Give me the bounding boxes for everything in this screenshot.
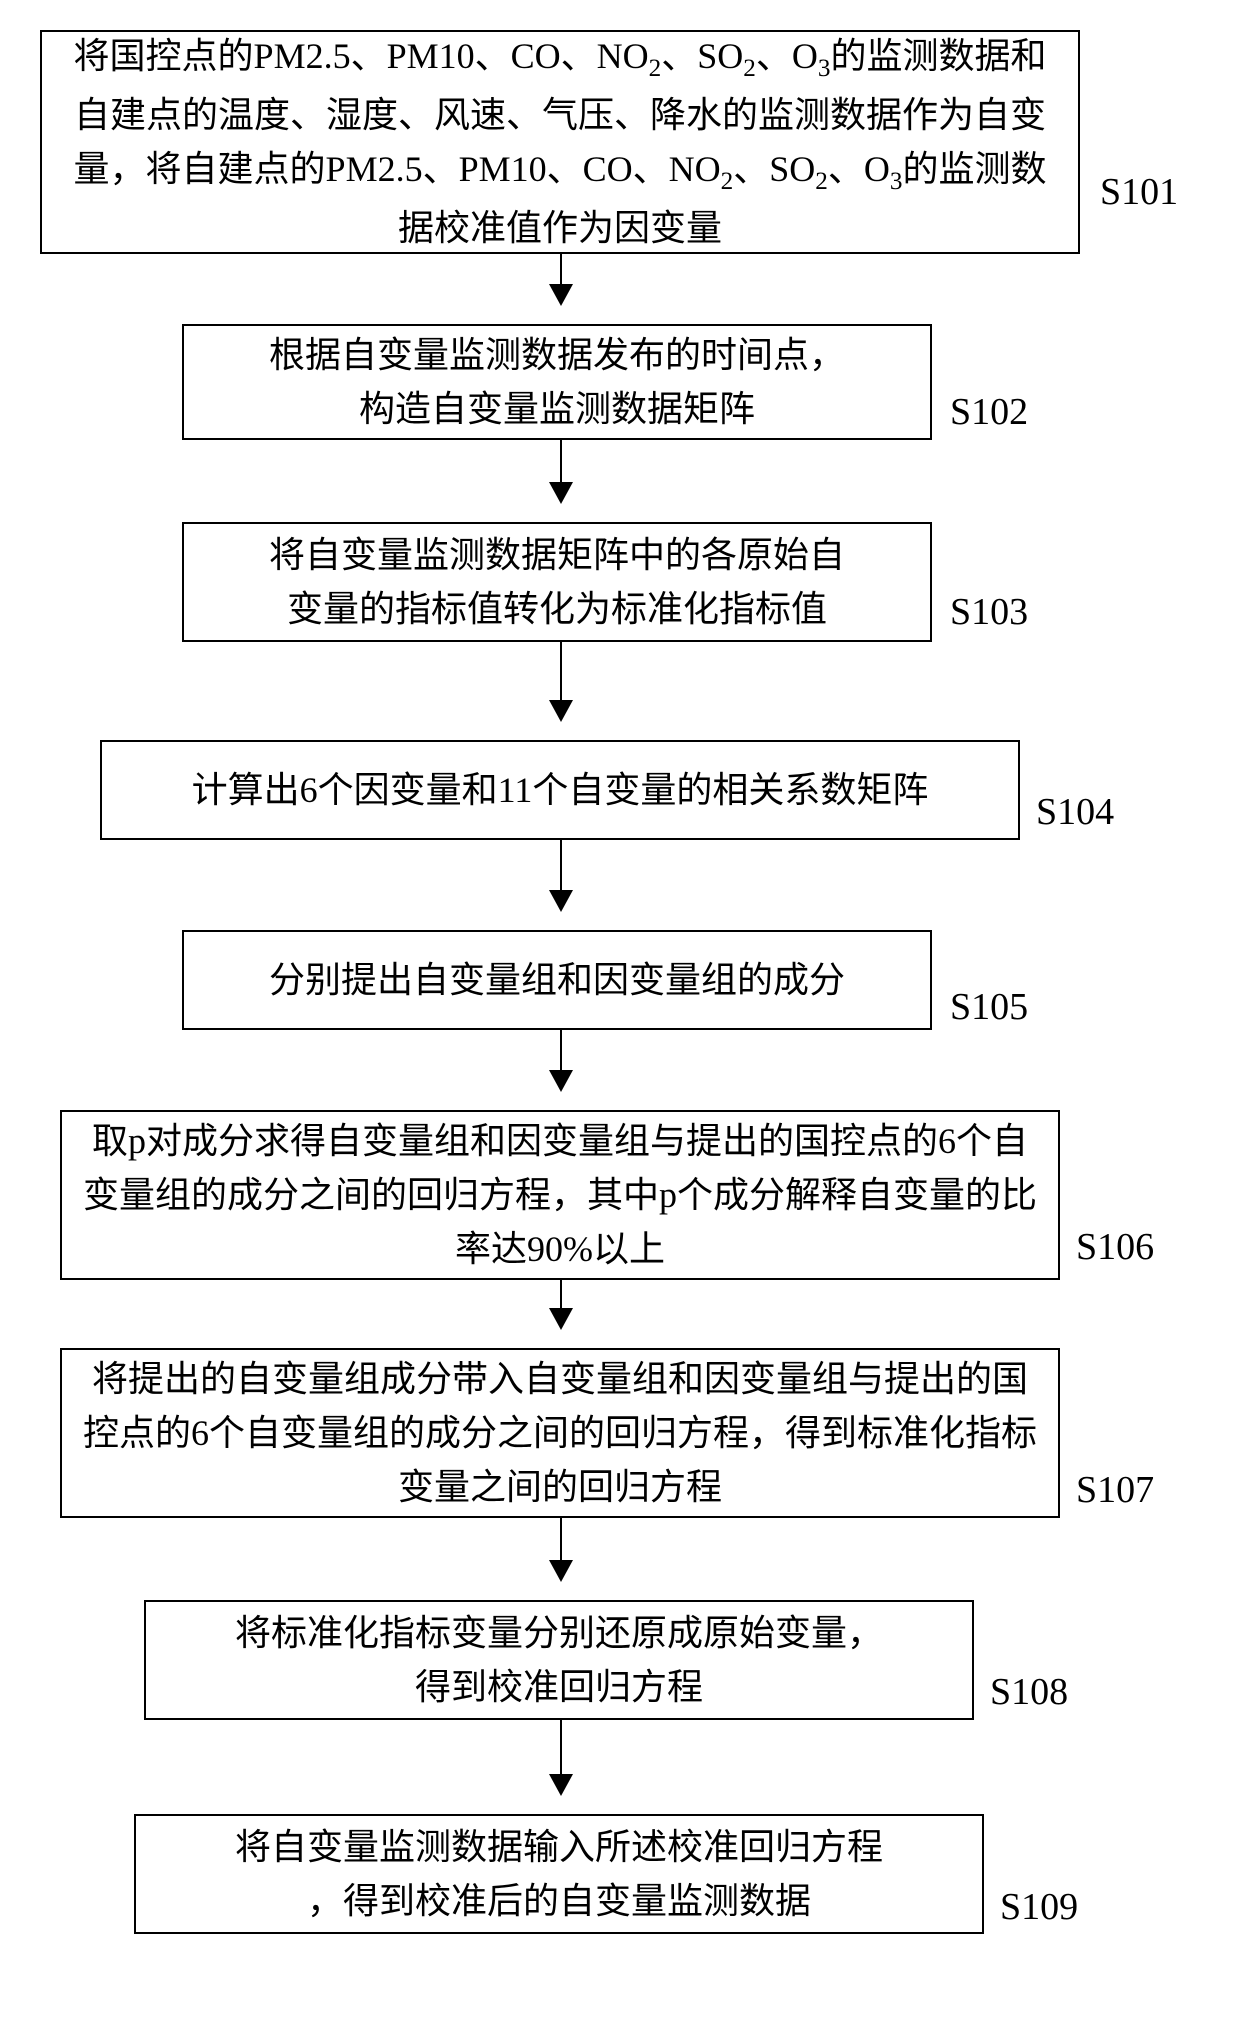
node-text: 将标准化指标变量分别还原成原始变量， 得到校准回归方程 <box>235 1606 883 1714</box>
flowchart-node-s106: 取p对成分求得自变量组和因变量组与提出的国控点的6个自变量组的成分之间的回归方程… <box>60 1110 1060 1280</box>
arrow-s106-s107 <box>560 1280 562 1328</box>
flowchart-node-s109: 将自变量监测数据输入所述校准回归方程 ，得到校准后的自变量监测数据 <box>134 1814 984 1934</box>
step-label-s108: S108 <box>990 1670 1068 1714</box>
node-text: 将国控点的PM2.5、PM10、CO、NO2、SO2、O3的监测数据和自建点的温… <box>62 29 1058 255</box>
step-label-s103: S103 <box>950 590 1028 634</box>
step-label-s102: S102 <box>950 390 1028 434</box>
step-label-s107: S107 <box>1076 1468 1154 1512</box>
node-text: 将自变量监测数据矩阵中的各原始自 变量的指标值转化为标准化指标值 <box>269 528 845 636</box>
step-label-s104: S104 <box>1036 790 1114 834</box>
flowchart-container: 将国控点的PM2.5、PM10、CO、NO2、SO2、O3的监测数据和自建点的温… <box>0 0 1240 2034</box>
flowchart-node-s108: 将标准化指标变量分别还原成原始变量， 得到校准回归方程 <box>144 1600 974 1720</box>
arrow-s101-s102 <box>560 254 562 304</box>
flowchart-node-s102: 根据自变量监测数据发布的时间点， 构造自变量监测数据矩阵 <box>182 324 932 440</box>
arrow-s103-s104 <box>560 642 562 720</box>
step-label-s101: S101 <box>1100 170 1178 214</box>
arrow-s102-s103 <box>560 440 562 502</box>
flowchart-node-s107: 将提出的自变量组成分带入自变量组和因变量组与提出的国控点的6个自变量组的成分之间… <box>60 1348 1060 1518</box>
node-text: 根据自变量监测数据发布的时间点， 构造自变量监测数据矩阵 <box>269 328 845 436</box>
step-label-s105: S105 <box>950 985 1028 1029</box>
arrow-s104-s105 <box>560 840 562 910</box>
arrow-s108-s109 <box>560 1720 562 1794</box>
arrow-s107-s108 <box>560 1518 562 1580</box>
node-text: 计算出6个因变量和11个自变量的相关系数矩阵 <box>192 763 929 817</box>
flowchart-node-s105: 分别提出自变量组和因变量组的成分 <box>182 930 932 1030</box>
step-label-s109: S109 <box>1000 1885 1078 1929</box>
arrow-s105-s106 <box>560 1030 562 1090</box>
step-label-s106: S106 <box>1076 1225 1154 1269</box>
node-text: 取p对成分求得自变量组和因变量组与提出的国控点的6个自变量组的成分之间的回归方程… <box>82 1114 1038 1276</box>
node-text: 将提出的自变量组成分带入自变量组和因变量组与提出的国控点的6个自变量组的成分之间… <box>82 1352 1038 1514</box>
node-text: 分别提出自变量组和因变量组的成分 <box>269 953 845 1007</box>
flowchart-node-s103: 将自变量监测数据矩阵中的各原始自 变量的指标值转化为标准化指标值 <box>182 522 932 642</box>
flowchart-node-s104: 计算出6个因变量和11个自变量的相关系数矩阵 <box>100 740 1020 840</box>
flowchart-node-s101: 将国控点的PM2.5、PM10、CO、NO2、SO2、O3的监测数据和自建点的温… <box>40 30 1080 254</box>
node-text: 将自变量监测数据输入所述校准回归方程 ，得到校准后的自变量监测数据 <box>235 1820 883 1928</box>
